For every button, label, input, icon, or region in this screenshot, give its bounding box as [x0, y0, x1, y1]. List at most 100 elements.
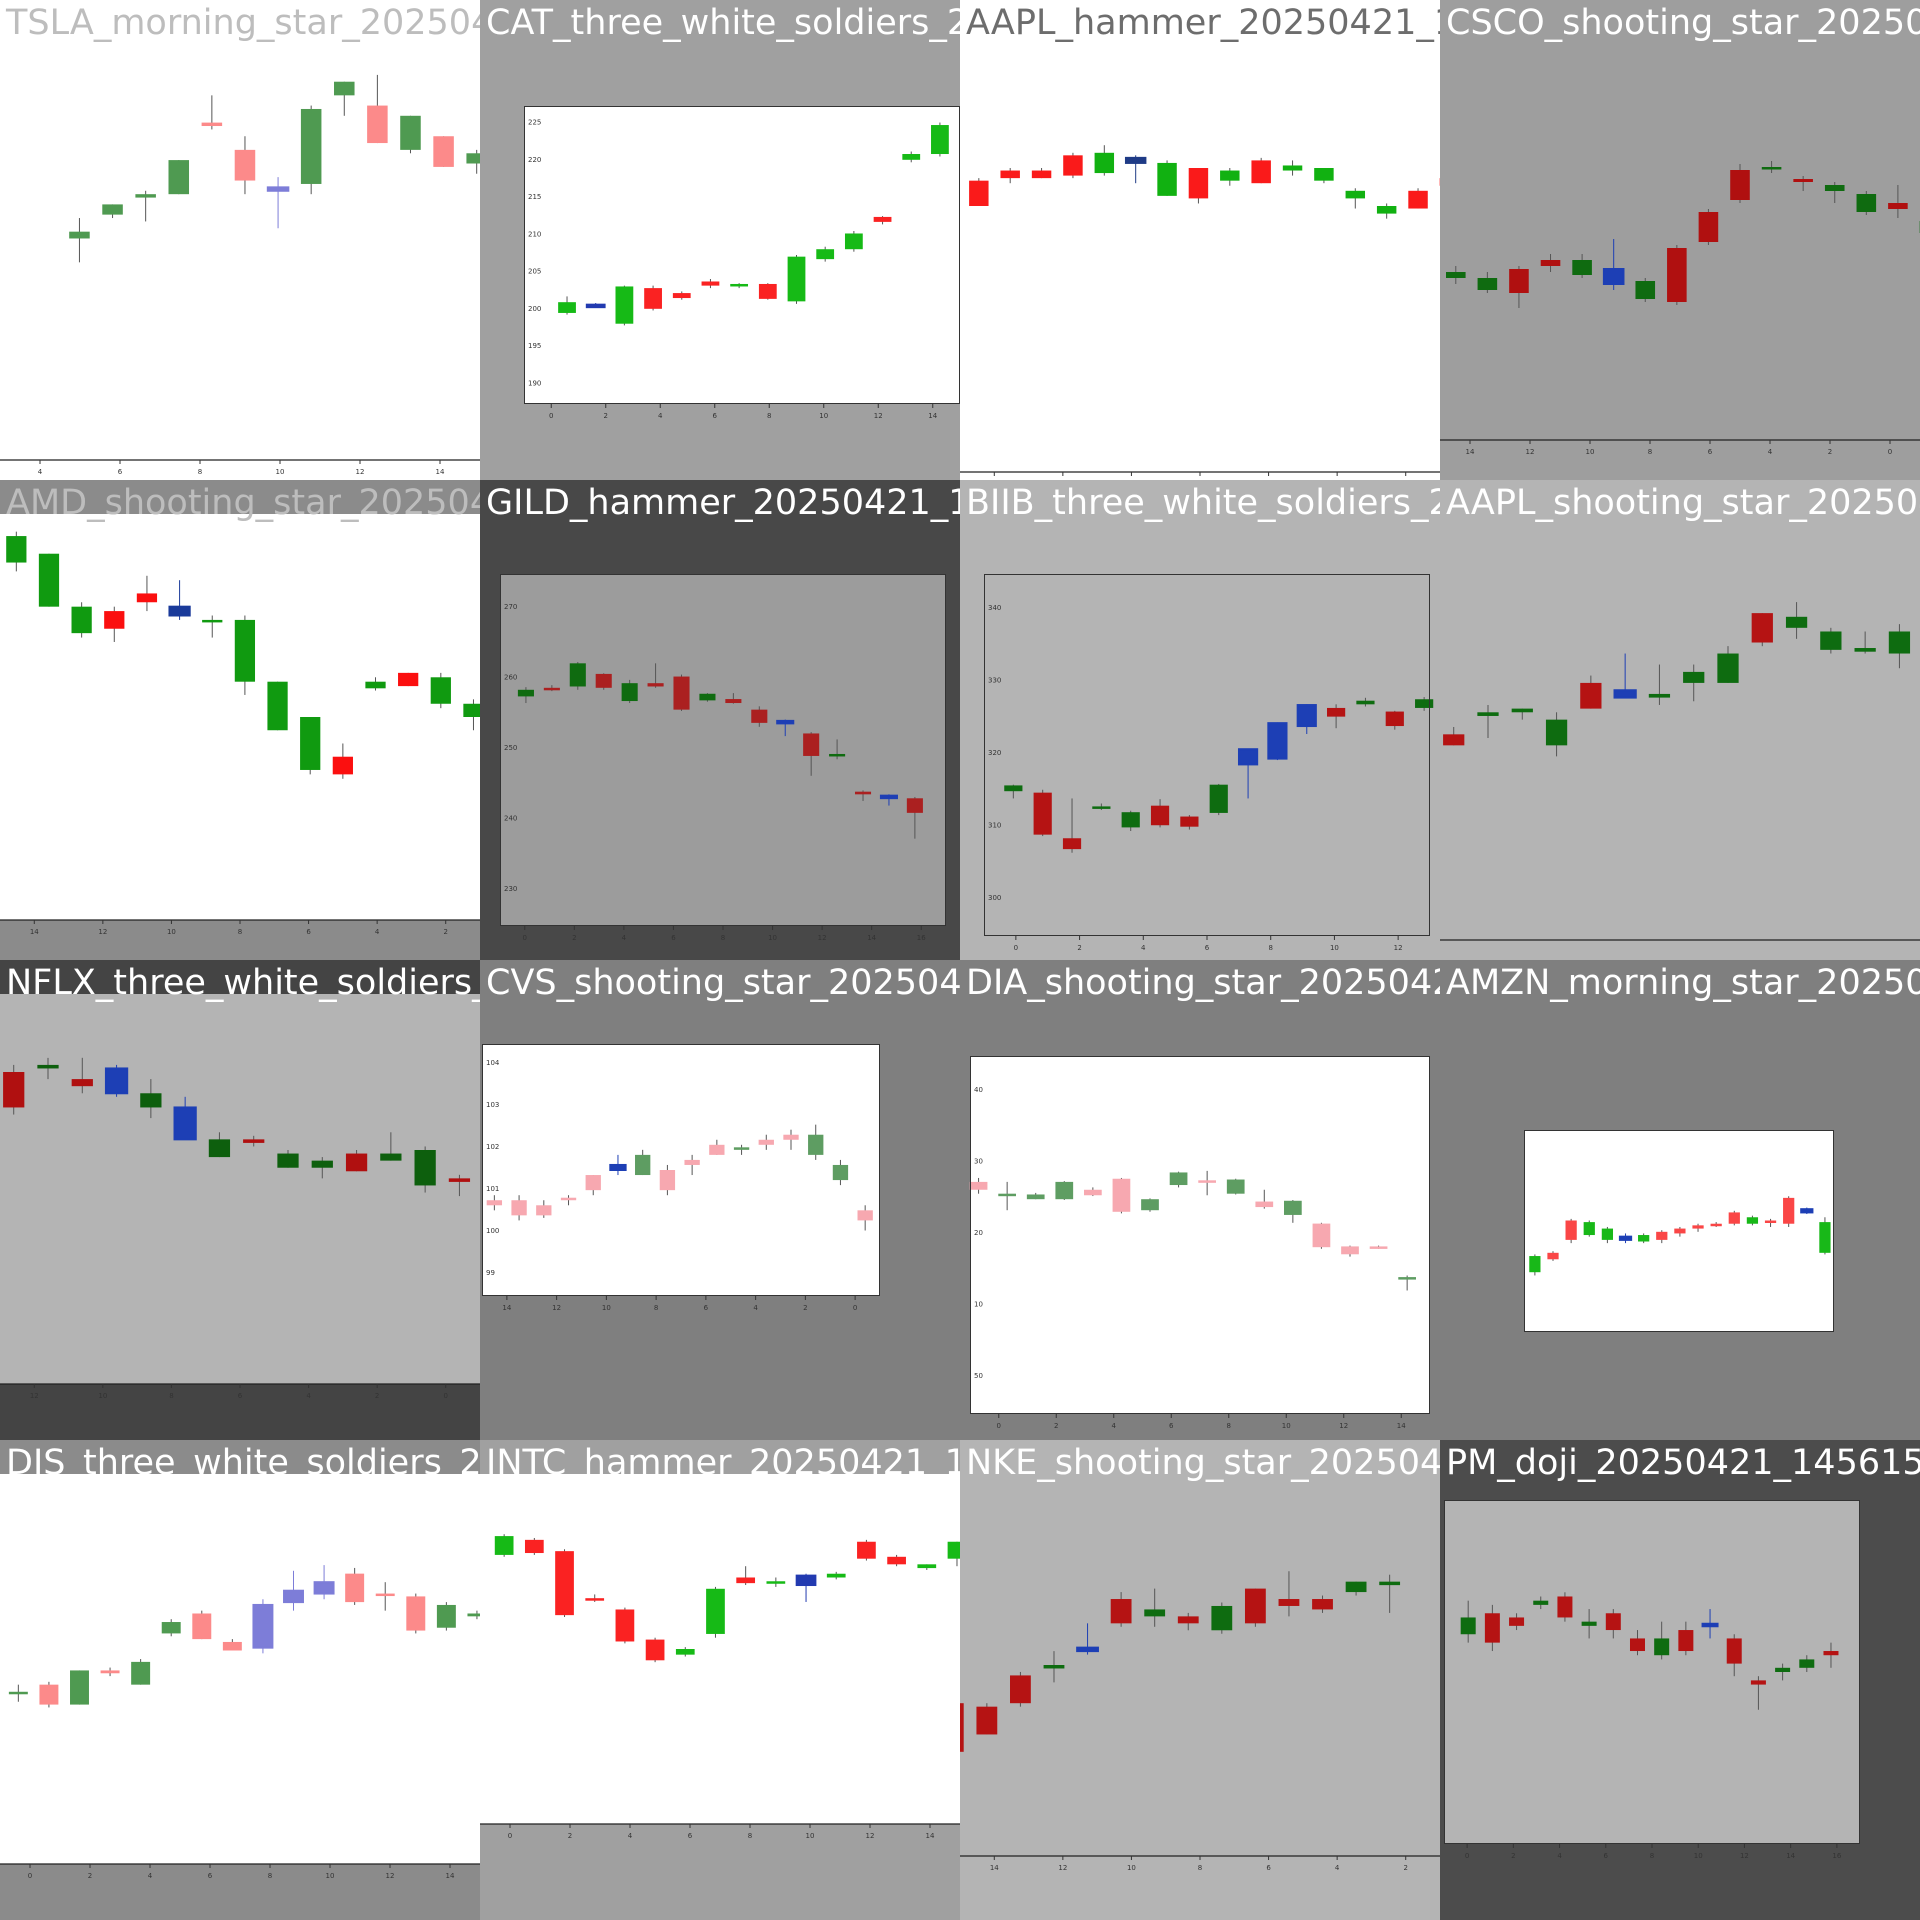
- candlestick: [976, 1703, 998, 1735]
- candlestick: [1730, 164, 1750, 203]
- candle-body: [826, 1573, 846, 1578]
- candlestick: [1063, 152, 1083, 179]
- candle-body: [1446, 272, 1466, 278]
- candlestick: [902, 151, 921, 163]
- candlestick: [486, 1195, 503, 1211]
- candlestick: [1717, 646, 1739, 683]
- candlestick: [1062, 798, 1082, 853]
- y-tick-label: 210: [528, 230, 541, 238]
- x-tick-label: 14: [926, 1832, 935, 1840]
- chart-canvas: 14 12 10 8 6 4 2: [0, 514, 480, 936]
- candle-body: [38, 553, 60, 607]
- candle-body: [1237, 748, 1259, 766]
- x-tick-label: 10: [326, 1872, 335, 1880]
- candlestick: [70, 1670, 89, 1705]
- candle-body: [1547, 1252, 1559, 1260]
- candle-body: [1076, 1646, 1099, 1653]
- candle-body: [795, 1574, 817, 1587]
- candlestick: [1761, 161, 1782, 173]
- candlestick: [751, 706, 768, 727]
- candle-body: [448, 1178, 471, 1182]
- chart-title: AMD_shooting_star_20250421_145459.jpg: [6, 483, 480, 523]
- y-tick-label: 330: [988, 677, 1001, 685]
- x-tick-label: 8: [169, 1392, 173, 1400]
- candlestick: [1799, 1655, 1815, 1672]
- chart-tile: 0 2 4 6 8 10 12 14 INTC_hammer_20250421_145627_6…: [480, 1440, 960, 1920]
- candle-body: [1144, 1609, 1166, 1617]
- candle-body: [1180, 816, 1199, 827]
- candlestick: [1312, 1222, 1331, 1249]
- x-tick-label: 12: [818, 934, 827, 942]
- x-tick-label: 10: [1127, 1864, 1136, 1872]
- candle-body: [300, 108, 322, 184]
- chart-title: NFLX_three_white_soldiers_20250421_14565…: [6, 963, 480, 1003]
- plot-area: [0, 514, 480, 920]
- candlestick: [969, 1177, 988, 1194]
- plot-area: [1440, 536, 1920, 940]
- candle-body: [104, 611, 125, 629]
- y-tick-label: 320: [988, 749, 1001, 757]
- plot-area: [500, 574, 946, 926]
- candle-body: [1820, 631, 1842, 650]
- candle-body: [1710, 1223, 1722, 1227]
- candle-body: [1124, 156, 1147, 164]
- candle-body: [69, 231, 90, 239]
- candlestick: [277, 1150, 299, 1168]
- y-tick-label: 225: [528, 119, 541, 127]
- candle-body: [906, 798, 923, 813]
- candle-body: [1092, 806, 1111, 809]
- candle-body: [659, 1170, 676, 1191]
- chart-title: CVS_shooting_star_20250421_145830_7931.j…: [486, 963, 960, 1003]
- candle-body: [100, 1670, 120, 1674]
- candle-body: [365, 681, 386, 689]
- candlestick: [39, 1681, 59, 1708]
- candle-body: [1674, 1228, 1686, 1234]
- candlestick: [808, 1124, 824, 1160]
- candlestick: [252, 1599, 274, 1654]
- candlestick: [879, 794, 898, 806]
- x-tick-label: 4: [1557, 1852, 1562, 1860]
- candlestick: [736, 1566, 756, 1586]
- candlestick: [645, 1637, 665, 1663]
- candlestick: [709, 1139, 725, 1155]
- candle-body: [135, 194, 156, 198]
- candlestick: [1327, 704, 1346, 729]
- x-tick-label: 2: [572, 934, 576, 942]
- candle-body: [585, 1598, 605, 1601]
- candlestick: [1209, 783, 1228, 816]
- candle-body: [1443, 734, 1465, 746]
- candlestick: [1121, 810, 1140, 832]
- candlestick: [365, 677, 386, 691]
- candlestick: [1648, 664, 1671, 705]
- candlestick: [3, 1064, 25, 1115]
- candlestick: [201, 95, 223, 130]
- candle-body: [758, 1139, 774, 1145]
- candlestick: [1674, 1226, 1686, 1237]
- candle-body: [1572, 260, 1592, 275]
- candlestick: [1728, 1210, 1740, 1226]
- candlestick: [345, 1150, 368, 1172]
- candlestick: [615, 1607, 635, 1644]
- candlestick: [969, 178, 989, 206]
- candle-body: [560, 1197, 577, 1201]
- candle-body: [243, 1139, 265, 1143]
- x-tick-label: 6: [1169, 1422, 1174, 1430]
- y-tick-label: 50: [974, 1372, 983, 1380]
- x-tick-label: 8: [721, 934, 725, 942]
- candlestick: [1124, 155, 1147, 184]
- candle-body: [699, 693, 716, 701]
- candlestick: [585, 1175, 601, 1196]
- candlestick: [701, 279, 720, 289]
- candlestick: [1692, 1223, 1704, 1232]
- candle-body: [1369, 1246, 1388, 1249]
- x-tick-label: 0: [1465, 1852, 1469, 1860]
- chart-canvas: 14 12 10 8 6 4 2 0 104 103 102 101 100 99: [482, 1044, 880, 1312]
- x-tick-label: 0: [523, 934, 527, 942]
- candle-body: [1415, 699, 1434, 708]
- candlestick: [300, 105, 322, 195]
- chart-canvas: 0 2 4 6 8 10 12 340 330 320 310 300: [984, 574, 1434, 952]
- candle-body: [1033, 792, 1052, 835]
- candle-body: [466, 153, 480, 164]
- candlestick: [430, 672, 451, 709]
- candle-body: [733, 1147, 750, 1150]
